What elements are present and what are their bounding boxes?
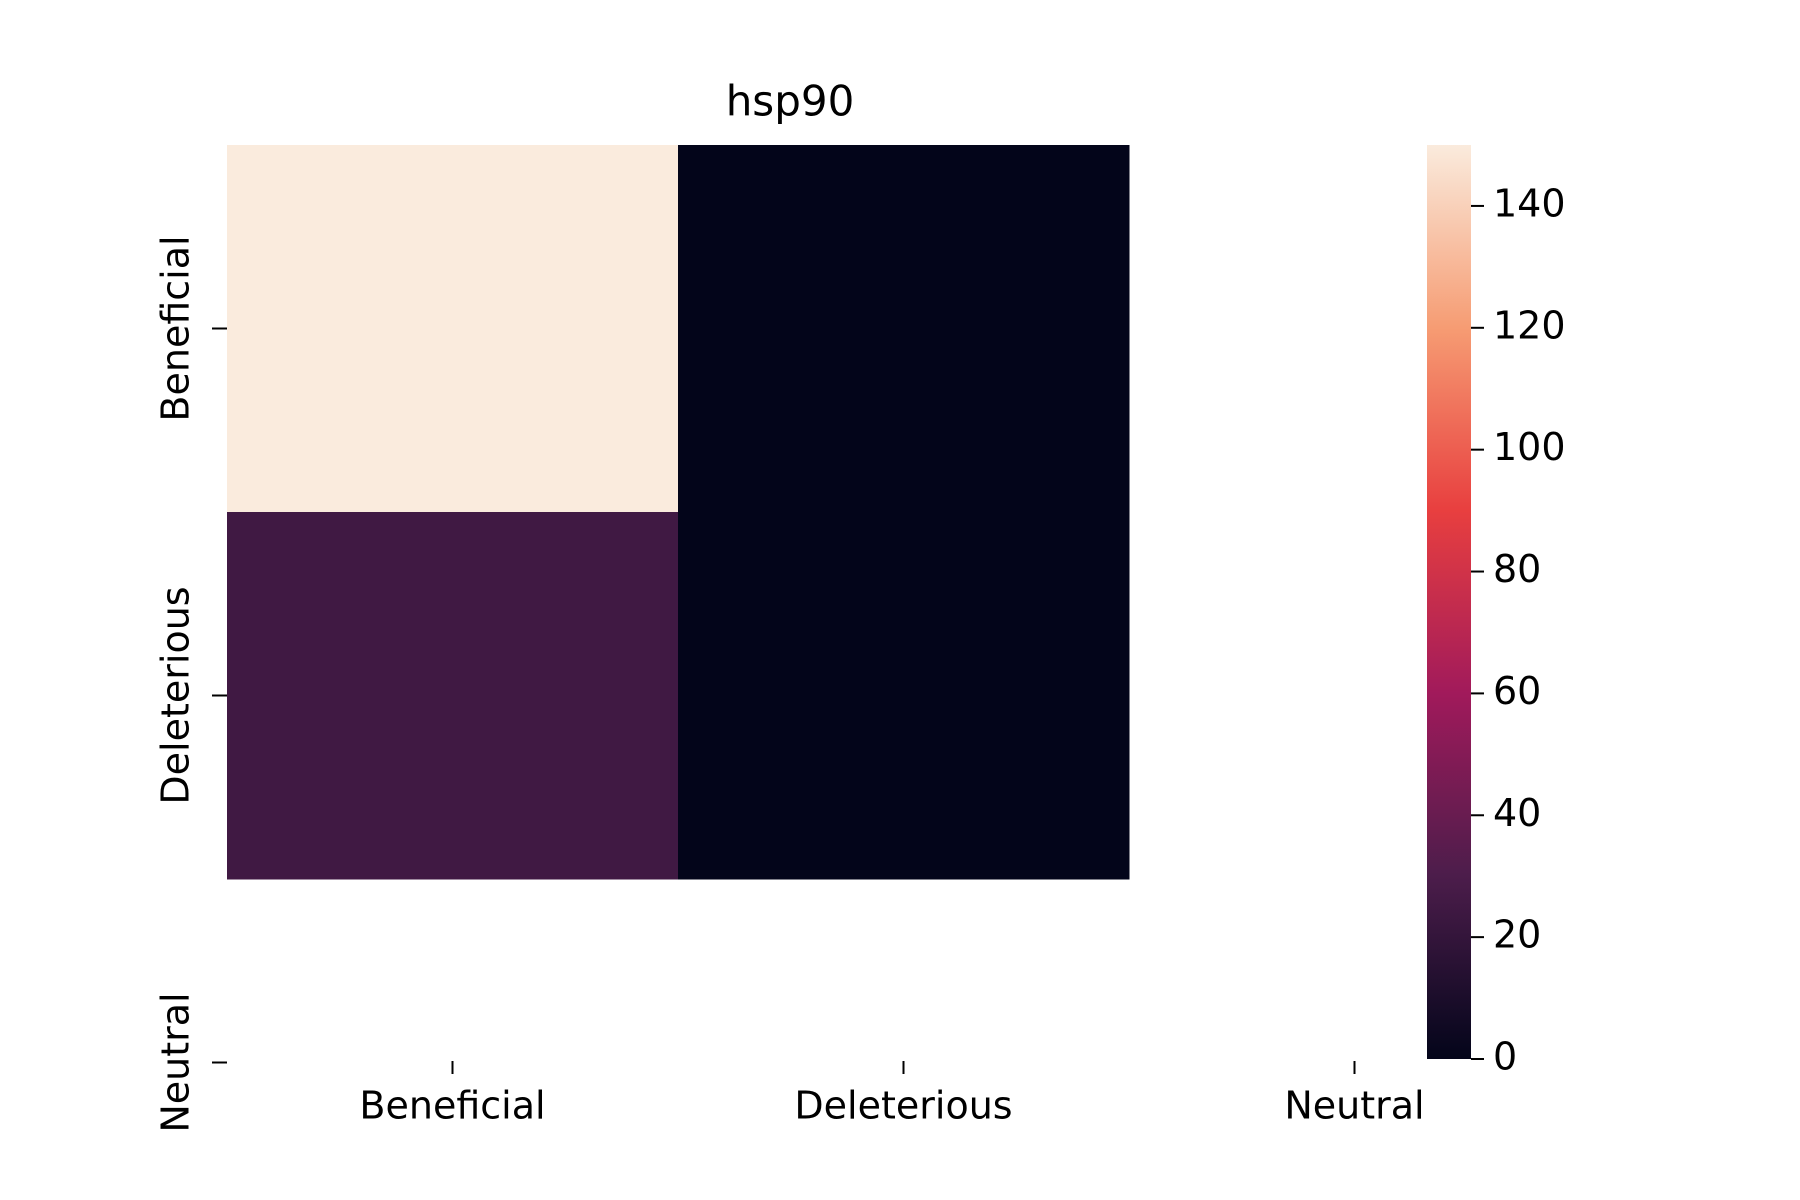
y-tick-label: Deleterious [154, 586, 198, 804]
colorbar-tick-label: 40 [1493, 791, 1541, 835]
colorbar [1427, 145, 1471, 1059]
y-tick-label: Neutral [154, 992, 198, 1132]
colorbar-tick-label: 60 [1493, 669, 1541, 713]
colorbar-tick-label: 100 [1493, 425, 1566, 469]
heatmap-cell [227, 512, 679, 880]
x-tick-label: Beneficial [359, 1084, 545, 1128]
colorbar-tick-label: 120 [1493, 303, 1566, 347]
x-tick-label: Deleterious [794, 1084, 1012, 1128]
y-tick-label: Beneficial [154, 235, 198, 421]
colorbar-tick-label: 0 [1493, 1035, 1517, 1079]
colorbar-tick-label: 20 [1493, 913, 1541, 957]
colorbar-tick-label: 140 [1493, 181, 1566, 225]
heatmap-cell [678, 512, 1130, 880]
chart-title: hsp90 [726, 77, 855, 126]
heatmap-cell [678, 145, 1130, 513]
x-tick-label: Neutral [1284, 1084, 1424, 1128]
heatmap-cell [227, 145, 679, 513]
colorbar-tick-label: 80 [1493, 547, 1541, 591]
